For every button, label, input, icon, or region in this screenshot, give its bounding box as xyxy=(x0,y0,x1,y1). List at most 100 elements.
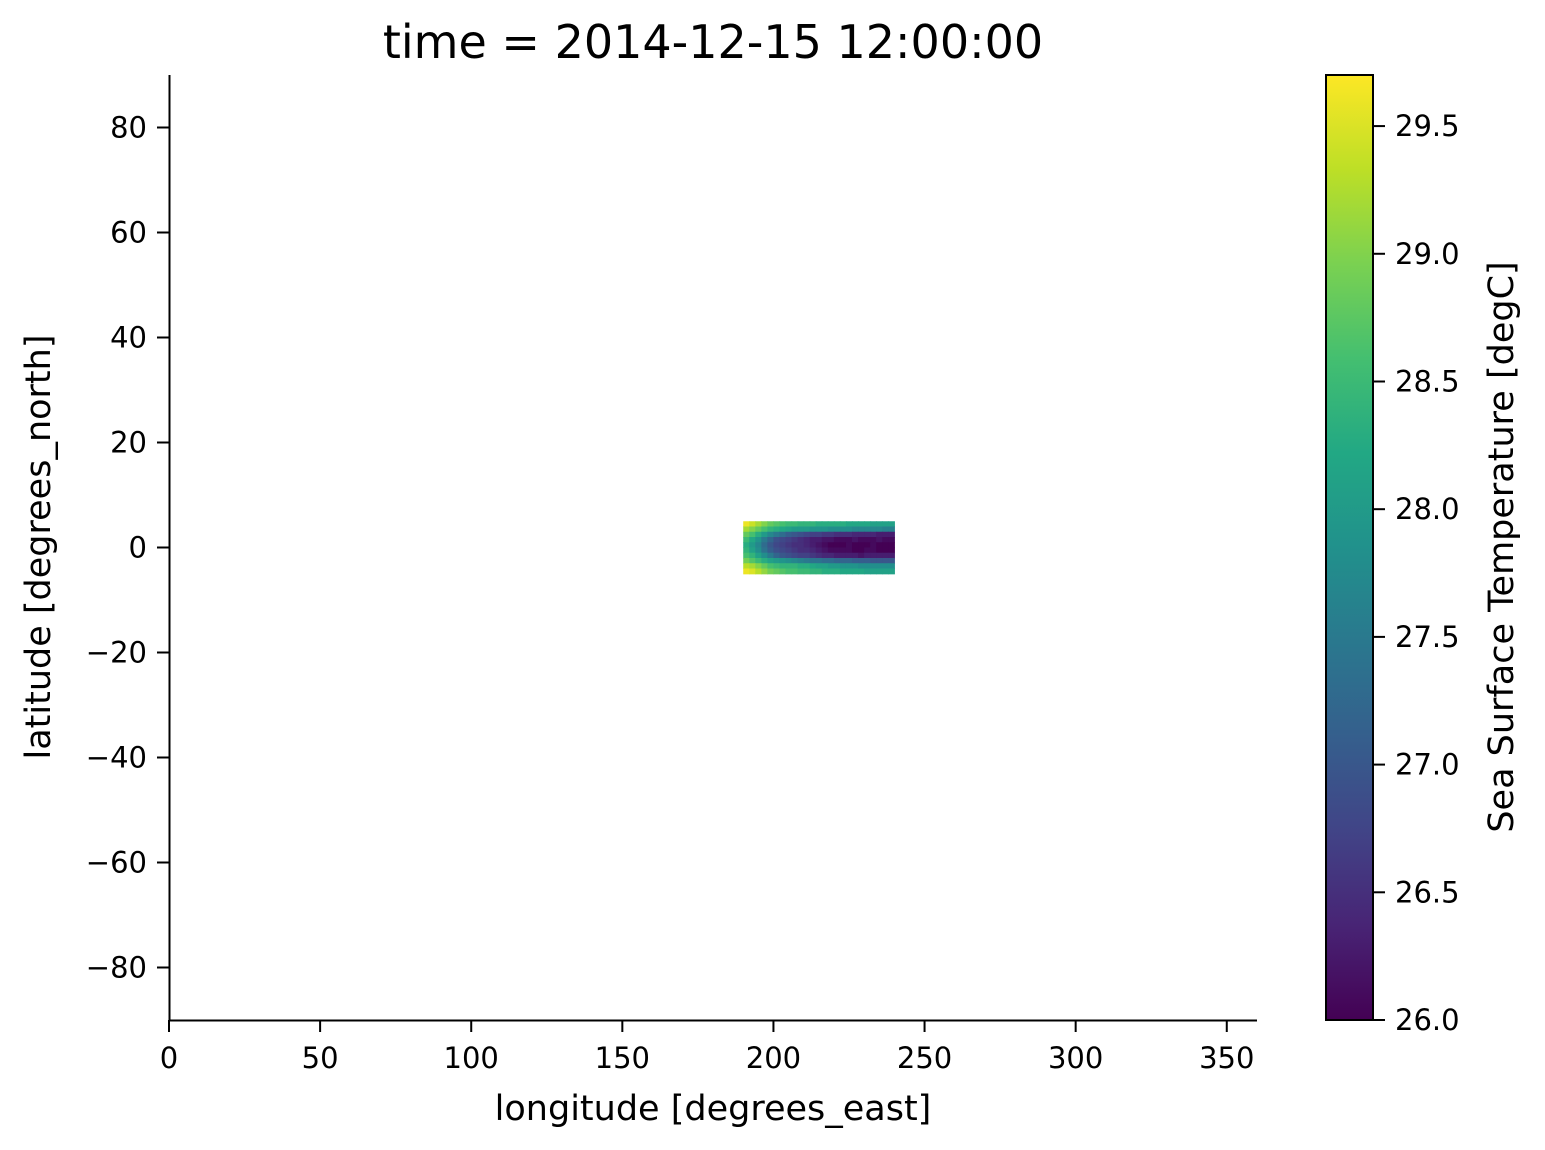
heatmap-cell xyxy=(864,563,871,570)
heatmap-cell xyxy=(785,558,793,564)
heatmap-cell xyxy=(870,547,877,554)
heatmap-cell xyxy=(761,547,768,554)
colorbar-tick-label: 27.5 xyxy=(1395,620,1460,654)
y-axis-ticks: 80 60 40 20 0 −20 −40 −60 −80 xyxy=(86,111,169,985)
heatmap-cell xyxy=(779,542,787,549)
heatmap-cell xyxy=(882,563,889,570)
heatmap-cell xyxy=(821,526,829,533)
heatmap-cell xyxy=(755,526,762,533)
heatmap-cell xyxy=(791,521,799,528)
heatmap-cell xyxy=(882,531,889,538)
heatmap-cell xyxy=(864,537,871,543)
heatmap-cell xyxy=(876,526,883,533)
heatmap-cell xyxy=(809,526,817,533)
heatmap-cell xyxy=(797,542,805,549)
heatmap-cell xyxy=(791,537,799,543)
heatmap-cell xyxy=(761,542,768,549)
heatmap-cell xyxy=(888,542,895,549)
heatmap-cell xyxy=(809,542,817,549)
heatmap-cell xyxy=(827,568,835,575)
heatmap-cell xyxy=(743,537,750,543)
heatmap-cells xyxy=(743,521,895,575)
heatmap-cell xyxy=(821,531,829,538)
heatmap-cell xyxy=(827,531,835,538)
heatmap-cell xyxy=(743,563,750,570)
heatmap-cell xyxy=(785,526,793,533)
heatmap-cell xyxy=(845,547,853,554)
heatmap-cell xyxy=(852,537,859,543)
heatmap-cell xyxy=(779,537,787,543)
heatmap-cell xyxy=(785,542,793,549)
heatmap-cell xyxy=(743,568,750,575)
heatmap-cell xyxy=(852,563,859,570)
heatmap-cell xyxy=(797,531,805,538)
heatmap-cell xyxy=(845,526,853,533)
heatmap-cell xyxy=(845,563,853,570)
heatmap-cell xyxy=(761,531,768,538)
heatmap-cell xyxy=(870,526,877,533)
colorbar-tick-label: 28.5 xyxy=(1395,364,1460,398)
heatmap-cell xyxy=(779,563,787,570)
heatmap-cell xyxy=(839,537,847,543)
heatmap-cell xyxy=(785,563,793,570)
x-tick-label: 200 xyxy=(746,1041,801,1075)
x-tick-label: 350 xyxy=(1199,1041,1254,1075)
colorbar-tick-label: 29.0 xyxy=(1395,237,1460,271)
heatmap-cell xyxy=(882,552,889,559)
heatmap-cell xyxy=(773,531,781,538)
heatmap-cell xyxy=(876,542,883,549)
heatmap-cell xyxy=(779,568,787,575)
heatmap-cell xyxy=(773,547,781,554)
heatmap-cell xyxy=(767,537,775,543)
y-tick-label: 60 xyxy=(110,216,147,250)
heatmap-cell xyxy=(785,531,793,538)
heatmap-cell xyxy=(858,531,865,538)
heatmap-cell xyxy=(773,526,781,533)
heatmap-cell xyxy=(779,552,787,559)
x-tick-label: 100 xyxy=(444,1041,499,1075)
heatmap-cell xyxy=(833,552,841,559)
heatmap-cell xyxy=(815,542,823,549)
heatmap-cell xyxy=(833,542,841,549)
heatmap-cell xyxy=(809,568,817,575)
heatmap-cell xyxy=(852,542,859,549)
heatmap-cell xyxy=(815,568,823,575)
heatmap-cell xyxy=(749,521,756,528)
heatmap-cell xyxy=(797,568,805,575)
y-tick-label: −60 xyxy=(86,846,147,880)
heatmap-cell xyxy=(845,531,853,538)
heatmap-cell xyxy=(755,547,762,554)
heatmap-cell xyxy=(864,542,871,549)
heatmap-cell xyxy=(876,558,883,564)
heatmap-cell xyxy=(749,537,756,543)
heatmap-cell xyxy=(852,526,859,533)
y-tick-label: −40 xyxy=(86,741,147,775)
heatmap-cell xyxy=(845,542,853,549)
heatmap-cell xyxy=(743,552,750,559)
heatmap-cell xyxy=(852,521,859,528)
heatmap-cell xyxy=(743,531,750,538)
heatmap-cell xyxy=(803,537,811,543)
heatmap-cell xyxy=(815,552,823,559)
heatmap-cell xyxy=(845,558,853,564)
heatmap-cell xyxy=(809,537,817,543)
heatmap-cell xyxy=(785,552,793,559)
x-axis-ticks: 0 50 100 150 200 250 300 350 xyxy=(160,1020,1254,1075)
heatmap-cell xyxy=(876,531,883,538)
y-tick-label: −80 xyxy=(86,951,147,985)
heatmap-cell xyxy=(791,558,799,564)
heatmap-cell xyxy=(749,568,756,575)
heatmap-cell xyxy=(827,552,835,559)
heatmap-cell xyxy=(870,531,877,538)
heatmap-cell xyxy=(858,542,865,549)
heatmap-cell xyxy=(821,521,829,528)
heatmap-cell xyxy=(773,552,781,559)
heatmap-cell xyxy=(755,537,762,543)
heatmap-cell xyxy=(755,563,762,570)
heatmap-cell xyxy=(876,568,883,575)
heatmap-cell xyxy=(858,552,865,559)
heatmap-cell xyxy=(773,568,781,575)
heatmap-cell xyxy=(755,568,762,575)
heatmap-cell xyxy=(821,552,829,559)
heatmap-cell xyxy=(852,531,859,538)
